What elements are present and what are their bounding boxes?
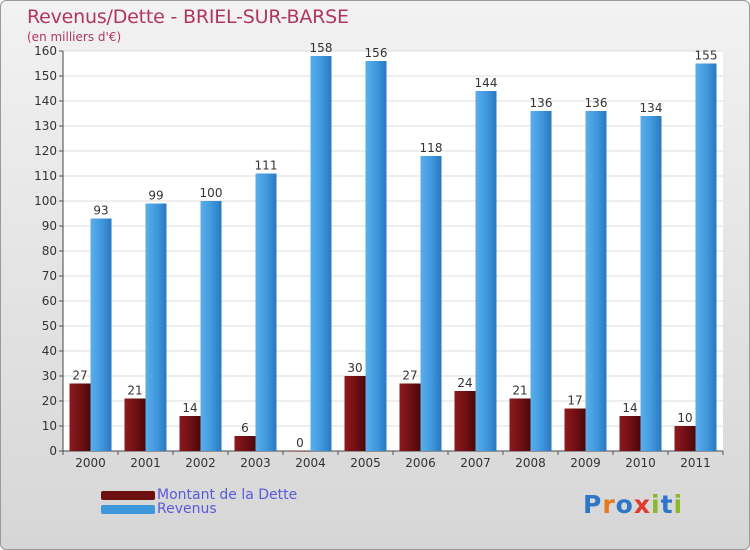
revenue-value-label: 136 bbox=[530, 96, 553, 110]
x-tick-label: 2006 bbox=[405, 456, 436, 470]
y-tick-label: 90 bbox=[42, 219, 57, 233]
debt-bar bbox=[674, 426, 696, 451]
legend-swatch-revenue bbox=[101, 504, 155, 514]
y-tick-label: 130 bbox=[34, 119, 57, 133]
x-tick-label: 2004 bbox=[295, 456, 326, 470]
revenue-bar bbox=[145, 203, 167, 451]
y-tick-label: 110 bbox=[34, 169, 57, 183]
legend-swatch-debt bbox=[101, 490, 155, 500]
debt-bar bbox=[234, 436, 256, 451]
y-tick-label: 140 bbox=[34, 94, 57, 108]
revenue-bar bbox=[640, 116, 662, 451]
y-tick-label: 20 bbox=[42, 394, 57, 408]
debt-value-label: 14 bbox=[622, 401, 637, 415]
y-tick-label: 120 bbox=[34, 144, 57, 158]
debt-bar bbox=[509, 398, 531, 451]
x-tick-label: 2005 bbox=[350, 456, 381, 470]
legend-label-debt: Montant de la Dette bbox=[157, 487, 298, 503]
y-tick-label: 10 bbox=[42, 419, 57, 433]
chart-title: Revenus/Dette - BRIEL-SUR-BARSE bbox=[27, 6, 349, 28]
revenue-bar bbox=[475, 91, 497, 451]
x-tick-label: 2002 bbox=[185, 456, 216, 470]
debt-value-label: 21 bbox=[512, 384, 527, 398]
y-tick-label: 40 bbox=[42, 344, 57, 358]
revenue-bar bbox=[310, 56, 332, 451]
debt-bar bbox=[564, 408, 586, 451]
revenue-value-label: 156 bbox=[365, 46, 388, 60]
revenue-value-label: 155 bbox=[695, 49, 718, 63]
x-tick-label: 2008 bbox=[515, 456, 546, 470]
proxiti-logo: Proxiti bbox=[583, 490, 684, 519]
y-tick-label: 70 bbox=[42, 269, 57, 283]
debt-value-label: 6 bbox=[241, 421, 249, 435]
debt-bar bbox=[619, 416, 641, 451]
debt-value-label: 27 bbox=[402, 369, 417, 383]
debt-bar bbox=[344, 376, 366, 451]
revenue-bar bbox=[200, 201, 222, 451]
y-tick-label: 30 bbox=[42, 369, 57, 383]
debt-bar bbox=[69, 383, 91, 451]
debt-value-label: 24 bbox=[457, 376, 472, 390]
y-tick-label: 160 bbox=[34, 44, 57, 58]
revenue-value-label: 118 bbox=[420, 141, 443, 155]
revenue-value-label: 111 bbox=[255, 159, 278, 173]
debt-bar bbox=[399, 383, 421, 451]
y-tick-label: 100 bbox=[34, 194, 57, 208]
x-tick-label: 2011 bbox=[680, 456, 711, 470]
revenue-value-label: 136 bbox=[585, 96, 608, 110]
revenue-bar bbox=[255, 173, 277, 451]
debt-value-label: 17 bbox=[567, 394, 582, 408]
x-tick-label: 2000 bbox=[75, 456, 106, 470]
chart-subtitle: (en milliers d'€) bbox=[27, 30, 122, 44]
revenue-bar bbox=[365, 61, 387, 451]
y-tick-label: 80 bbox=[42, 244, 57, 258]
debt-value-label: 21 bbox=[127, 384, 142, 398]
revenue-bar bbox=[695, 63, 717, 451]
revenue-bar bbox=[90, 218, 112, 451]
legend-label-revenue: Revenus bbox=[157, 501, 217, 517]
debt-value-label: 14 bbox=[182, 401, 197, 415]
debt-value-label: 10 bbox=[677, 411, 692, 425]
revenue-value-label: 100 bbox=[200, 186, 223, 200]
debt-value-label: 0 bbox=[296, 436, 304, 450]
revenue-value-label: 158 bbox=[310, 41, 333, 55]
debt-bar bbox=[124, 398, 146, 451]
revenue-bar bbox=[530, 111, 552, 451]
revenue-value-label: 93 bbox=[93, 204, 108, 218]
x-tick-label: 2007 bbox=[460, 456, 491, 470]
debt-value-label: 30 bbox=[347, 361, 362, 375]
revenue-bar bbox=[420, 156, 442, 451]
debt-value-label: 27 bbox=[72, 369, 87, 383]
y-tick-label: 150 bbox=[34, 69, 57, 83]
legend-item-debt: Montant de la Dette bbox=[101, 487, 298, 503]
revenue-value-label: 134 bbox=[640, 101, 663, 115]
x-tick-label: 2010 bbox=[625, 456, 656, 470]
debt-bar bbox=[289, 451, 311, 452]
debt-bar bbox=[179, 416, 201, 451]
revenue-value-label: 144 bbox=[475, 76, 498, 90]
debt-bar bbox=[454, 391, 476, 451]
x-tick-label: 2001 bbox=[130, 456, 161, 470]
revenue-bar bbox=[585, 111, 607, 451]
y-tick-label: 0 bbox=[49, 444, 57, 458]
legend-item-revenue: Revenus bbox=[101, 501, 217, 517]
x-tick-label: 2003 bbox=[240, 456, 271, 470]
y-tick-label: 50 bbox=[42, 319, 57, 333]
revenue-value-label: 99 bbox=[148, 189, 163, 203]
x-tick-label: 2009 bbox=[570, 456, 601, 470]
y-tick-label: 60 bbox=[42, 294, 57, 308]
